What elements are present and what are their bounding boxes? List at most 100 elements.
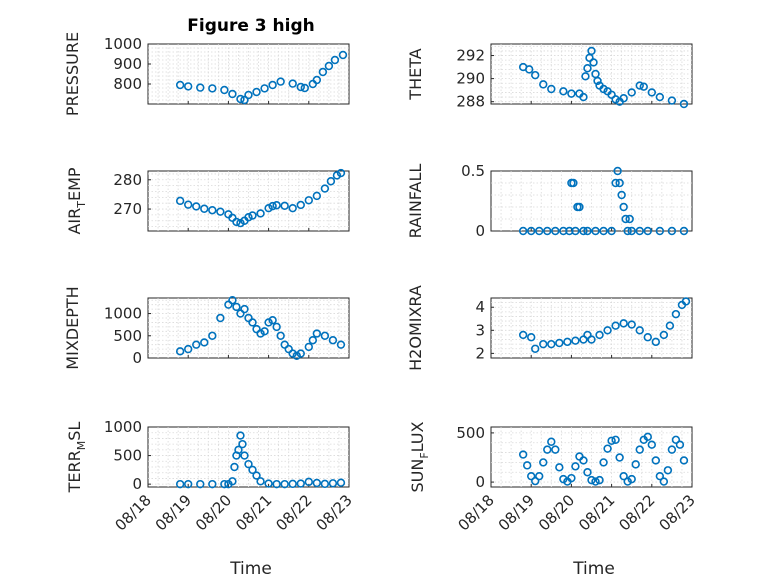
- theta-ytick-label: 292: [456, 47, 485, 65]
- terrmsl-data-point: [280, 479, 289, 489]
- airtemp-data-point: [304, 196, 313, 205]
- terrmsl-series: [175, 431, 346, 489]
- sunflux-data-point: [547, 437, 556, 446]
- terrmsl-y-axis-label: TERRMSL: [65, 422, 88, 494]
- airtemp-data-point: [296, 200, 305, 210]
- sunflux-data-point: [627, 474, 636, 484]
- airtemp-data-point: [272, 201, 281, 210]
- h2omixra-data-point: [547, 339, 556, 349]
- airtemp-data-point: [320, 184, 330, 193]
- sunflux-data-point: [555, 463, 564, 472]
- rainfall-data-point: [667, 226, 677, 236]
- terrmsl-data-point: [184, 479, 193, 489]
- h2omixra-data-point: [555, 338, 564, 348]
- h2omixra-data-point: [635, 326, 644, 335]
- rainfall-data-point: [619, 202, 628, 212]
- theta-data-point: [567, 89, 576, 98]
- airtemp-data-point: [192, 202, 201, 211]
- subplot-pressure: 800 900 1000 PRESSURE: [63, 32, 350, 116]
- sunflux-data-point: [571, 462, 580, 471]
- airtemp-data-point: [268, 201, 277, 211]
- rainfall-data-point: [607, 226, 616, 236]
- theta-data-point: [524, 65, 534, 74]
- theta-data-point: [589, 58, 598, 67]
- mixdepth-data-point: [276, 331, 285, 340]
- rainfall-data-point: [569, 178, 578, 188]
- sunflux-y-axis-label: SUNFLUX: [408, 421, 431, 492]
- mixdepth-data-point: [248, 318, 257, 327]
- h2omixra-data-point: [643, 333, 652, 342]
- h2omixra-grid: [491, 298, 692, 358]
- sunflux-data-point: [567, 473, 576, 483]
- rainfall-data-point: [591, 226, 600, 236]
- airtemp-data-point: [280, 201, 289, 211]
- terrmsl-data-point: [296, 479, 305, 488]
- terrmsl-data-point: [256, 477, 265, 486]
- h2omixra-data-point: [651, 337, 661, 347]
- rainfall-data-point: [625, 214, 634, 224]
- sunflux-data-point: [675, 440, 685, 449]
- terrmsl-data-point: [304, 477, 313, 487]
- sunflux-series: [518, 432, 689, 486]
- x-axis-label-left: Time: [229, 559, 272, 579]
- theta-ytick-label: 290: [456, 70, 485, 88]
- theta-data-point: [581, 72, 590, 81]
- airtemp-data-point: [256, 209, 265, 218]
- rainfall-data-point: [599, 226, 608, 236]
- h2omixra-ytick-label: 4: [475, 298, 485, 316]
- mixdepth-ytick-label: 500: [113, 327, 142, 345]
- subplot-theta: 288 290 292 THETA: [406, 43, 693, 111]
- mixdepth-data-point: [200, 338, 209, 347]
- terrmsl-data-point: [248, 465, 257, 475]
- terrmsl-data-point: [328, 479, 338, 488]
- h2omixra-data-point: [539, 339, 548, 349]
- h2omixra-data-point: [627, 320, 636, 329]
- rainfall-ytick-label: 0: [475, 222, 485, 240]
- h2omixra-data-point: [526, 333, 536, 342]
- terrmsl-data-point: [228, 477, 237, 486]
- pressure-data-point: [244, 90, 253, 100]
- rainfall-data-point: [613, 166, 622, 176]
- mixdepth-data-point: [272, 322, 281, 332]
- terrmsl-grid: [148, 427, 349, 487]
- mixdepth-data-point: [232, 302, 241, 312]
- x-axis-label-right: Time: [572, 559, 615, 579]
- rainfall-data-point: [518, 226, 528, 236]
- theta-data-point: [531, 70, 540, 80]
- h2omixra-data-point: [518, 330, 528, 340]
- sunflux-data-point: [535, 471, 544, 481]
- mixdepth-data-point: [175, 347, 185, 356]
- theta-data-point: [667, 96, 677, 105]
- theta-data-point: [539, 80, 548, 89]
- pressure-data-point: [228, 89, 237, 99]
- terrmsl-ytick-label: 1000: [104, 418, 142, 436]
- h2omixra-plot-area: [490, 297, 693, 359]
- sunflux-data-point: [539, 458, 548, 467]
- sunflux-data-point: [659, 477, 669, 486]
- rainfall-data-point: [579, 226, 588, 236]
- h2omixra-data-point: [665, 321, 675, 330]
- pressure-ytick-label: 1000: [104, 35, 142, 53]
- terrmsl-data-point: [240, 451, 249, 460]
- airtemp-plot-area: [147, 170, 350, 232]
- theta-data-point: [635, 81, 644, 90]
- sunflux-ylabel-main: SUN: [408, 459, 427, 493]
- h2omixra-data-point: [611, 321, 620, 330]
- terrmsl-data-point: [272, 479, 281, 489]
- theta-data-point: [579, 92, 588, 102]
- airtemp-y-axis-label: AIRTEMP: [65, 167, 88, 234]
- terrmsl-data-point: [264, 479, 273, 488]
- sunflux-ylabel-rest: LUX: [408, 421, 427, 452]
- pressure-data-point: [260, 84, 269, 93]
- airtemp-data-point: [232, 217, 241, 227]
- terrmsl-data-point: [320, 479, 330, 489]
- sunflux-data-point: [551, 445, 560, 454]
- pressure-data-point: [240, 95, 249, 105]
- theta-data-point: [647, 88, 656, 97]
- pressure-data-point: [300, 83, 309, 93]
- terrmsl-ylabel-main: TERR: [65, 450, 84, 493]
- pressure-ytick-label: 800: [113, 75, 142, 93]
- theta-data-point: [655, 92, 665, 102]
- pressure-ytick-label: 900: [113, 55, 142, 73]
